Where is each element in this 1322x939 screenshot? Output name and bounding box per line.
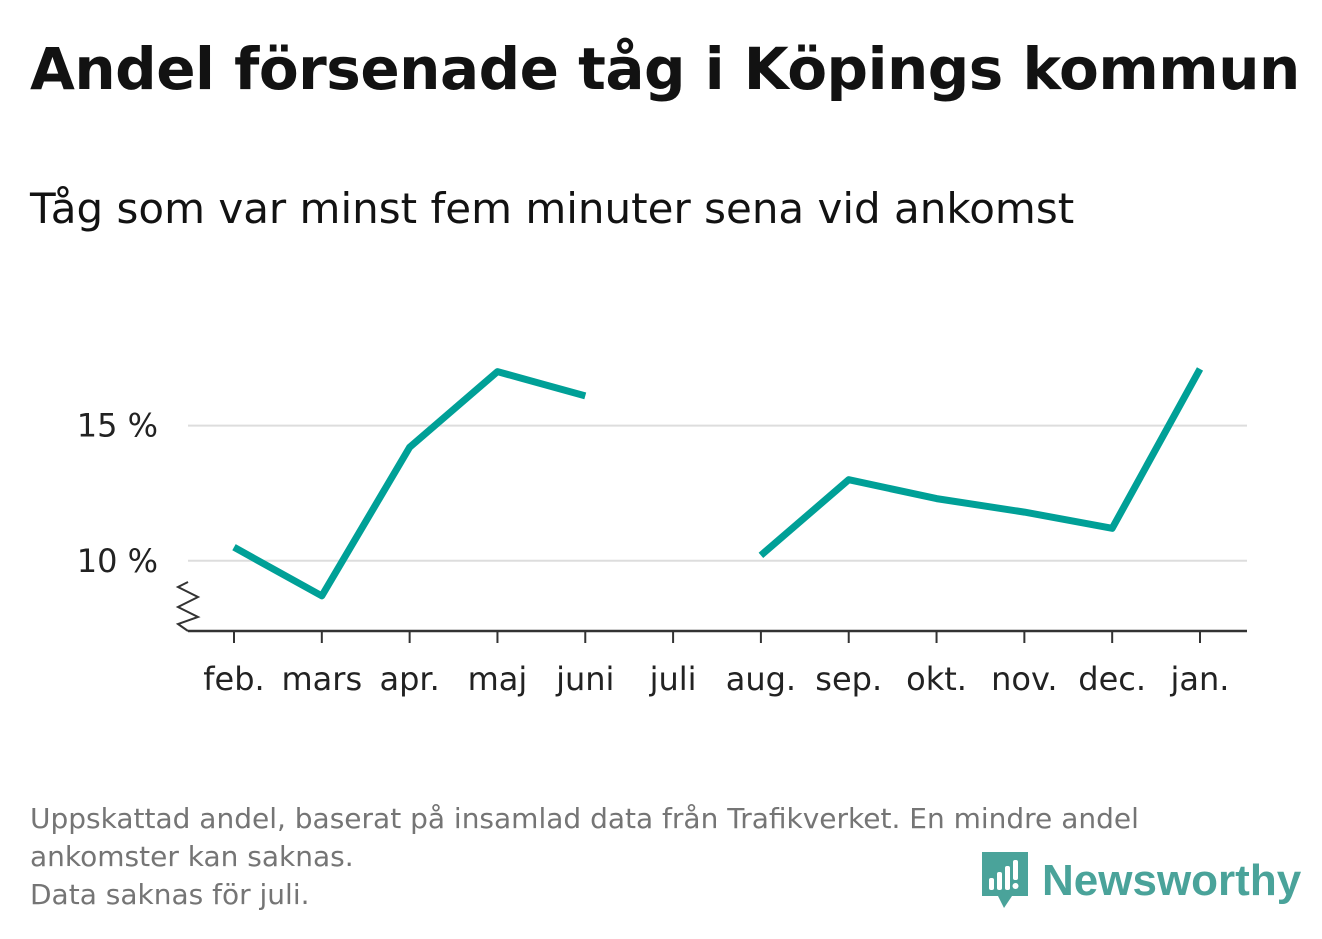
series-line-segment [232, 368, 587, 600]
x-tick-label: mars [282, 660, 363, 698]
x-tick-label: jan. [1170, 660, 1230, 698]
footer-line: Data saknas för juli. [30, 878, 310, 911]
axes [175, 581, 1247, 643]
chart-subtitle: Tåg som var minst fem minuter sena vid a… [30, 184, 1075, 233]
y-tick-label: 10 % [77, 542, 158, 580]
x-tick-label: juni [555, 660, 614, 698]
x-tick-label: apr. [379, 660, 439, 698]
y-tick-label: 15 % [77, 407, 158, 445]
x-tick-label: feb. [203, 660, 264, 698]
footer-line: Uppskattad andel, baserat på insamlad da… [30, 802, 1139, 835]
footer-line: ankomster kan saknas. [30, 840, 354, 873]
tick-labels: 10 % 15 % feb. mars apr. maj juni juli aug. sep. o… [77, 407, 1230, 698]
x-tick-label: maj [468, 660, 528, 698]
logo-text: Newsworthy [1042, 856, 1302, 905]
x-tick-label: nov. [991, 660, 1057, 698]
x-tick-label: juli [649, 660, 697, 698]
x-tick-label: okt. [906, 660, 967, 698]
x-tick-label: sep. [815, 660, 882, 698]
data-series [232, 367, 1204, 600]
newsworthy-logo-icon [982, 852, 1028, 908]
newsworthy-logo: Newsworthy [980, 850, 1301, 912]
gridlines [188, 424, 1247, 562]
series-line-segment [758, 367, 1204, 558]
x-tick-label: dec. [1078, 660, 1146, 698]
footer-note: Uppskattad andel, baserat på insamlad da… [30, 800, 1280, 914]
x-tick-label: aug. [726, 660, 796, 698]
y-axis-break [175, 581, 201, 632]
chart-title: Andel försenade tåg i Köpings kommun [30, 35, 1300, 103]
